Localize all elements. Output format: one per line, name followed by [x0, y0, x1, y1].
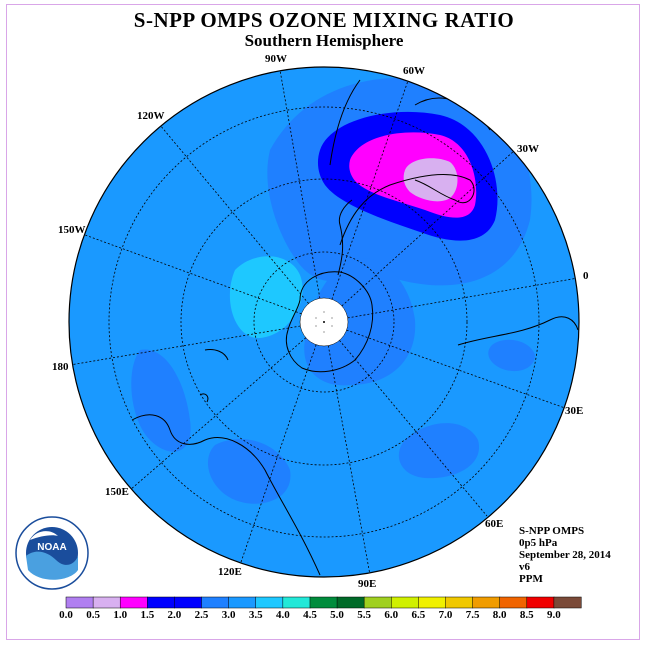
colorbar-tick-label: 5.0	[330, 609, 344, 621]
coast-africa	[457, 316, 579, 346]
colorbar-swatch	[147, 596, 175, 609]
colorbar-swatch	[363, 596, 392, 609]
contour-0p5	[403, 158, 458, 202]
contour-2p0-southwest	[207, 439, 291, 504]
colorbar-tick-label: 2.5	[194, 609, 209, 621]
lon-label-120w: 120W	[137, 110, 165, 122]
lon-label-150e: 150E	[105, 486, 129, 498]
pole-dots	[315, 311, 333, 333]
info-version: v6	[519, 561, 530, 573]
coast-antarctica	[285, 271, 374, 373]
contour-2p0-east	[488, 339, 535, 372]
colorbar-swatch	[445, 596, 474, 609]
map-info: S-NPP OMPS 0p5 hPa September 28, 2014 v6…	[519, 525, 611, 585]
colorbar-swatch	[201, 596, 230, 609]
colorbar-swatch	[119, 596, 148, 609]
info-date: September 28, 2014	[519, 549, 611, 561]
colorbar-swatch	[499, 596, 528, 609]
colorbar-tick-label: 6.5	[411, 609, 426, 621]
figure-frame	[6, 4, 640, 640]
lon-label-90w: 90W	[265, 53, 287, 65]
colorbar-swatch	[174, 596, 203, 609]
map-border	[68, 66, 580, 578]
colorbar-swatch	[472, 596, 501, 609]
colorbar-swatch	[255, 596, 284, 609]
colorbar-tick-label: 3.5	[248, 609, 263, 621]
colorbar	[65, 596, 582, 609]
lon-label-60e: 60E	[485, 518, 503, 530]
contour-2p0-west	[131, 349, 191, 452]
info-units: PPM	[519, 573, 543, 585]
colorbar-swatch	[228, 596, 257, 609]
colorbar-swatch	[336, 596, 365, 609]
colorbar-swatch	[92, 596, 121, 609]
colorbar-tick-label: 5.5	[357, 609, 372, 621]
colorbar-tick-label: 3.0	[221, 609, 236, 621]
colorbar-tick-label: 9.0	[547, 609, 561, 621]
colorbar-tick-label: 2.0	[167, 609, 182, 621]
coast-tasmania	[199, 393, 209, 403]
colorbar-tick-label: 6.0	[384, 609, 399, 621]
graticule	[69, 69, 579, 576]
lon-label-60w: 60W	[403, 65, 425, 77]
colorbar-tick-label: 0.0	[59, 609, 73, 621]
colorbar-tick-label: 8.0	[492, 609, 507, 621]
coast-australia	[131, 414, 321, 576]
lon-label-0: 0	[583, 270, 589, 282]
lon-label-30w: 30W	[517, 143, 539, 155]
colorbar-swatch	[553, 596, 582, 609]
colorbar-swatch	[282, 596, 311, 609]
lon-label-120e: 120E	[218, 566, 242, 578]
coast-new-zealand	[204, 349, 229, 361]
colorbar-tick-label: 1.5	[140, 609, 155, 621]
colorbar-swatch	[391, 596, 419, 609]
colorbar-swatch	[65, 596, 94, 609]
contour-2p0-southeast	[398, 423, 480, 479]
colorbar-swatch	[309, 596, 338, 609]
noaa-logo: NOAA	[15, 516, 89, 590]
info-level: 0p5 hPa	[519, 537, 558, 549]
colorbar-tick-label: 4.5	[303, 609, 317, 621]
map-subtitle: Southern Hemisphere	[244, 31, 404, 50]
map-title: S-NPP OMPS OZONE MIXING RATIO	[133, 8, 515, 32]
lon-label-30e: 30E	[565, 405, 583, 417]
colorbar-tick-label: 0.5	[86, 609, 100, 621]
lon-label-180: 180	[52, 361, 69, 373]
colorbar-tick-label: 4.0	[275, 609, 290, 621]
coast-south-america	[339, 174, 475, 246]
noaa-logo-text: NOAA	[37, 542, 66, 553]
colorbar-tick-label: 1.0	[113, 609, 128, 621]
longitude-labels: 90W 60W 30W 0 30E 60E 90E 120E 150E 180 …	[52, 53, 589, 590]
colorbar-swatch	[526, 596, 555, 609]
lon-label-150w: 150W	[58, 224, 86, 236]
lon-label-90e: 90E	[358, 578, 376, 590]
colorbar-tick-label: 8.5	[519, 609, 534, 621]
coast-south-america-west	[329, 79, 361, 166]
coast-antarctic-peninsula	[337, 199, 353, 276]
colorbar-swatch	[418, 596, 447, 609]
contour-2p0-center	[304, 258, 416, 386]
contour-3p0-high	[229, 256, 303, 339]
colorbar-tick-label: 7.5	[465, 609, 480, 621]
info-instrument: S-NPP OMPS	[519, 525, 585, 537]
colorbar-tick-label: 7.0	[438, 609, 453, 621]
coastlines	[131, 79, 579, 576]
